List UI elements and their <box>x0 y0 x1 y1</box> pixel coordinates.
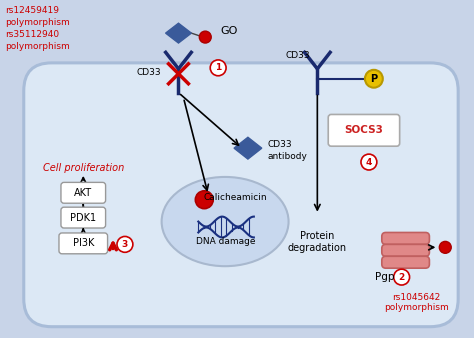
Text: CD33: CD33 <box>286 51 310 61</box>
Text: P: P <box>370 74 377 84</box>
Text: Pgp: Pgp <box>375 272 394 282</box>
Text: rs12459419
polymorphism
rs35112940
polymorphism: rs12459419 polymorphism rs35112940 polym… <box>5 6 70 51</box>
FancyBboxPatch shape <box>59 233 108 254</box>
Text: rs1045642
polymorphism: rs1045642 polymorphism <box>384 293 449 312</box>
Text: 4: 4 <box>366 158 372 167</box>
Circle shape <box>394 269 410 285</box>
Polygon shape <box>234 137 262 159</box>
FancyBboxPatch shape <box>61 183 106 203</box>
Ellipse shape <box>162 177 289 266</box>
Circle shape <box>210 60 226 76</box>
Text: CD33: CD33 <box>268 140 292 149</box>
Text: GO: GO <box>220 26 237 36</box>
FancyBboxPatch shape <box>61 207 106 228</box>
Text: 1: 1 <box>215 63 221 72</box>
Text: SOCS3: SOCS3 <box>345 125 383 135</box>
Text: CD33: CD33 <box>136 68 161 77</box>
Text: 3: 3 <box>122 240 128 249</box>
Circle shape <box>195 191 213 209</box>
Text: 2: 2 <box>399 273 405 282</box>
FancyBboxPatch shape <box>382 233 429 244</box>
Circle shape <box>365 70 383 88</box>
Text: PI3K: PI3K <box>73 238 94 248</box>
Circle shape <box>361 154 377 170</box>
FancyBboxPatch shape <box>382 256 429 268</box>
Circle shape <box>199 31 211 43</box>
Text: DNA damage: DNA damage <box>196 237 256 246</box>
Text: Cell proliferation: Cell proliferation <box>43 163 124 173</box>
Text: PDK1: PDK1 <box>70 213 96 223</box>
Circle shape <box>439 241 451 253</box>
Circle shape <box>117 237 133 252</box>
Text: Calicheamicin: Calicheamicin <box>203 193 267 202</box>
FancyBboxPatch shape <box>328 115 400 146</box>
Text: Protein
degradation: Protein degradation <box>288 232 347 253</box>
Text: AKT: AKT <box>74 188 92 198</box>
Polygon shape <box>165 23 191 43</box>
FancyBboxPatch shape <box>24 63 458 327</box>
FancyBboxPatch shape <box>382 244 429 256</box>
Text: antibody: antibody <box>268 152 308 161</box>
